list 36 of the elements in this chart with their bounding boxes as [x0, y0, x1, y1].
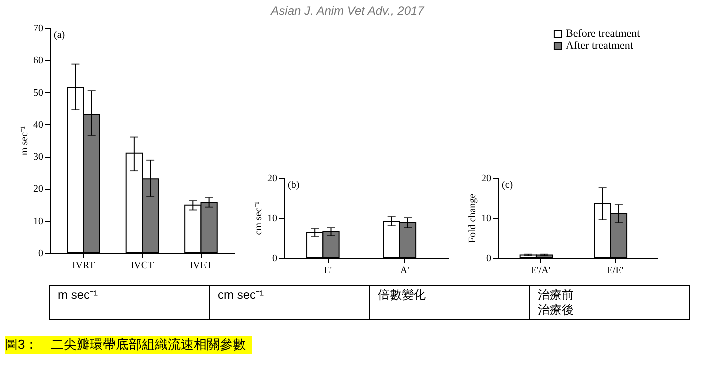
- legend-label: After treatment: [566, 40, 634, 52]
- text: 治療後: [538, 303, 574, 317]
- y-tick-label: 20: [34, 184, 44, 196]
- x-tick-label: IVRT: [72, 260, 96, 272]
- annotation: (b): [288, 180, 300, 191]
- y-tick-label: 0: [272, 254, 278, 264]
- text: cm sec⁻¹: [218, 288, 264, 302]
- x-tick-label: E/E': [606, 266, 624, 276]
- annotation: (a): [54, 30, 66, 41]
- text: 治療前: [538, 288, 574, 302]
- text: 倍數變化: [378, 288, 426, 302]
- y-tick-label: 30: [34, 152, 44, 164]
- annotation: (c): [502, 180, 514, 191]
- y-tick-label: 0: [486, 254, 492, 264]
- x-tick-label: E': [324, 266, 332, 276]
- text: Asian J. Anim Vet Adv., 2017: [270, 4, 426, 18]
- y-tick-label: 10: [34, 216, 44, 228]
- y-tick-label: 70: [34, 24, 44, 34]
- y-tick-label: 60: [34, 56, 44, 67]
- y-axis-title: m sec⁻¹: [20, 126, 30, 156]
- caption: 圖3： 二尖瓣環帶底部組織流速相關參數: [5, 337, 246, 352]
- y-axis-title: cm sec⁻¹: [254, 202, 264, 236]
- x-tick-label: E'/A': [530, 266, 551, 276]
- legend-label: Before treatment: [566, 28, 640, 40]
- y-tick-label: 40: [34, 120, 44, 131]
- y-tick-label: 20: [482, 174, 492, 184]
- y-axis-title: Fold change: [468, 193, 478, 244]
- y-tick-label: 10: [268, 214, 278, 224]
- y-tick-label: 0: [38, 248, 44, 260]
- y-tick-label: 10: [482, 214, 492, 224]
- y-tick-label: 50: [34, 88, 44, 99]
- text: m sec⁻¹: [58, 288, 98, 302]
- x-tick-label: A': [400, 266, 410, 276]
- x-tick-label: IVCT: [130, 260, 154, 272]
- y-tick-label: 20: [268, 174, 278, 184]
- x-tick-label: IVET: [190, 260, 213, 272]
